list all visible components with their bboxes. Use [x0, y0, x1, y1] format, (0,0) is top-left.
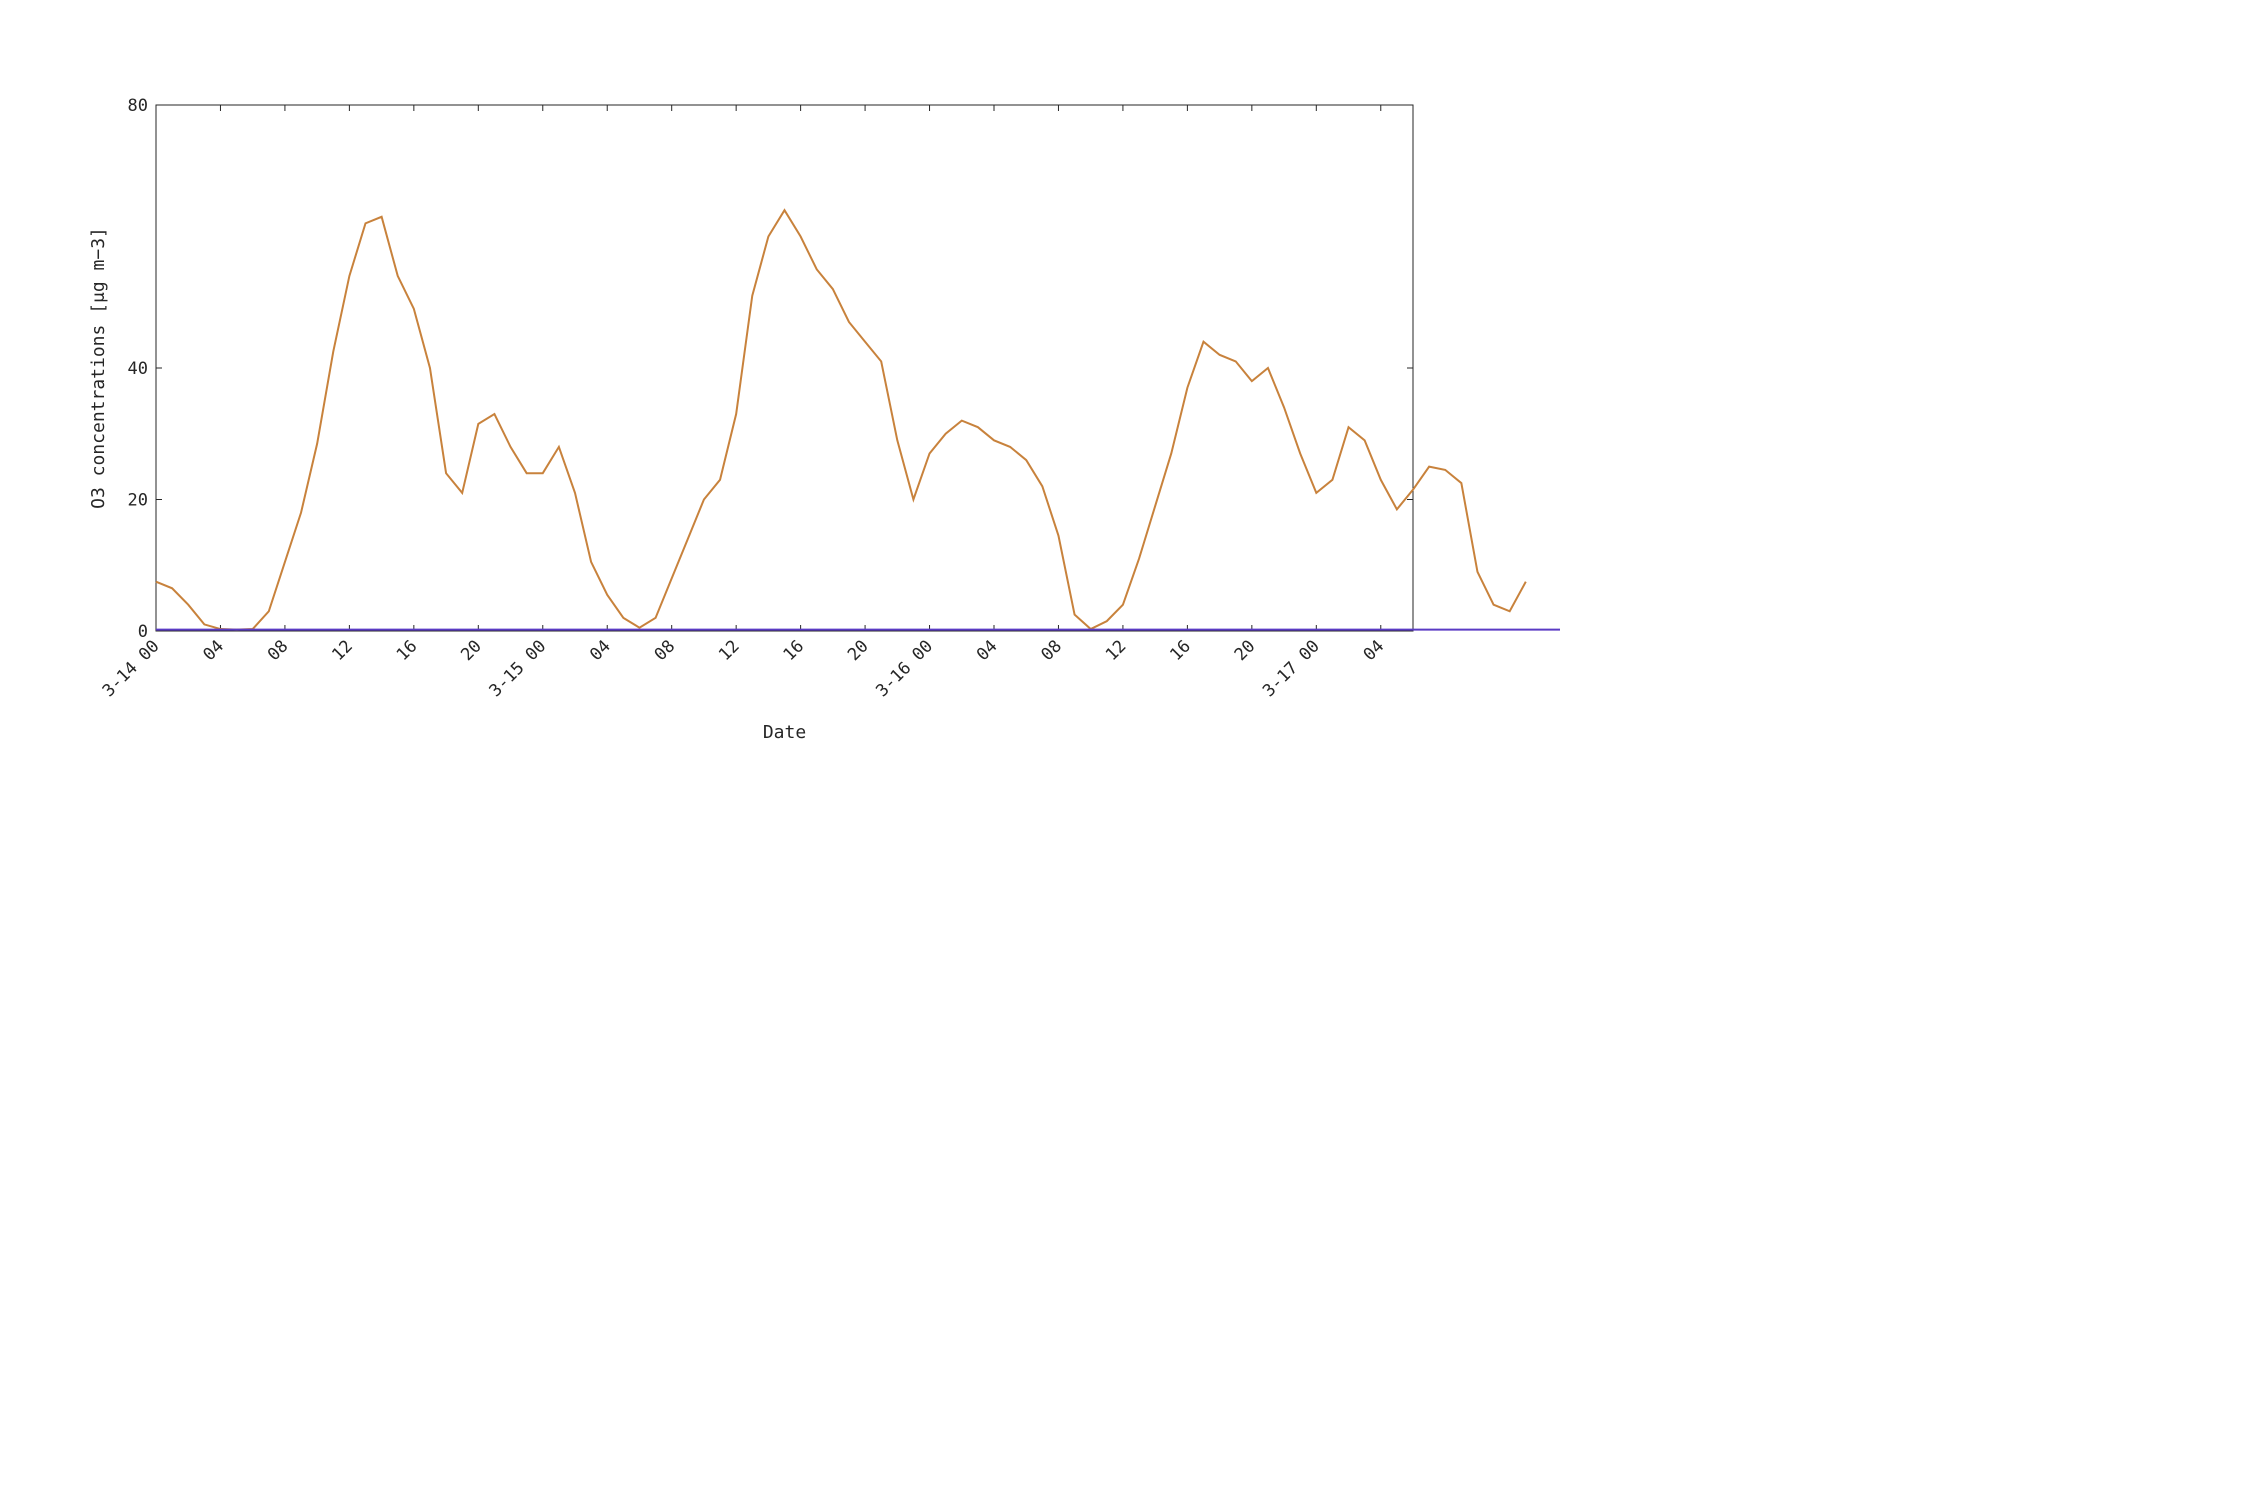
y-tick-label: 40: [128, 359, 148, 379]
x-tick-label: 12: [715, 636, 744, 665]
x-tick-label: 3-15 00: [485, 636, 550, 701]
x-tick-label: 08: [264, 636, 293, 665]
x-tick-label: 3-17 00: [1259, 636, 1324, 701]
x-tick-label: 20: [1231, 636, 1260, 665]
x-tick-label: 08: [651, 636, 680, 665]
y-tick-label: 80: [128, 96, 148, 116]
x-tick-label: 08: [1037, 636, 1066, 665]
x-tick-label: 3-16 00: [872, 636, 937, 701]
x-tick-label: 04: [586, 636, 615, 665]
x-tick-label: 16: [780, 636, 809, 665]
y-axis-label: O3 concentrations [μg m−3]: [88, 227, 109, 509]
x-tick-label: 20: [844, 636, 873, 665]
x-tick-label: 12: [1102, 636, 1131, 665]
plot-frame: [155, 104, 1414, 632]
x-tick-label: 12: [328, 636, 357, 665]
x-tick-label: 04: [199, 636, 228, 665]
x-tick-label: 20: [457, 636, 486, 665]
x-tick-label: 16: [393, 636, 422, 665]
x-tick-label: 16: [1166, 636, 1195, 665]
series-line-0: [155, 208, 1527, 631]
x-axis-label: Date: [763, 722, 806, 740]
y-tick-label: 0: [138, 622, 148, 642]
x-tick-label: 04: [1360, 636, 1389, 665]
x-tick-label: 3-14 00: [99, 636, 164, 701]
y-tick-label: 20: [128, 491, 148, 511]
x-tick-label: 04: [973, 636, 1002, 665]
